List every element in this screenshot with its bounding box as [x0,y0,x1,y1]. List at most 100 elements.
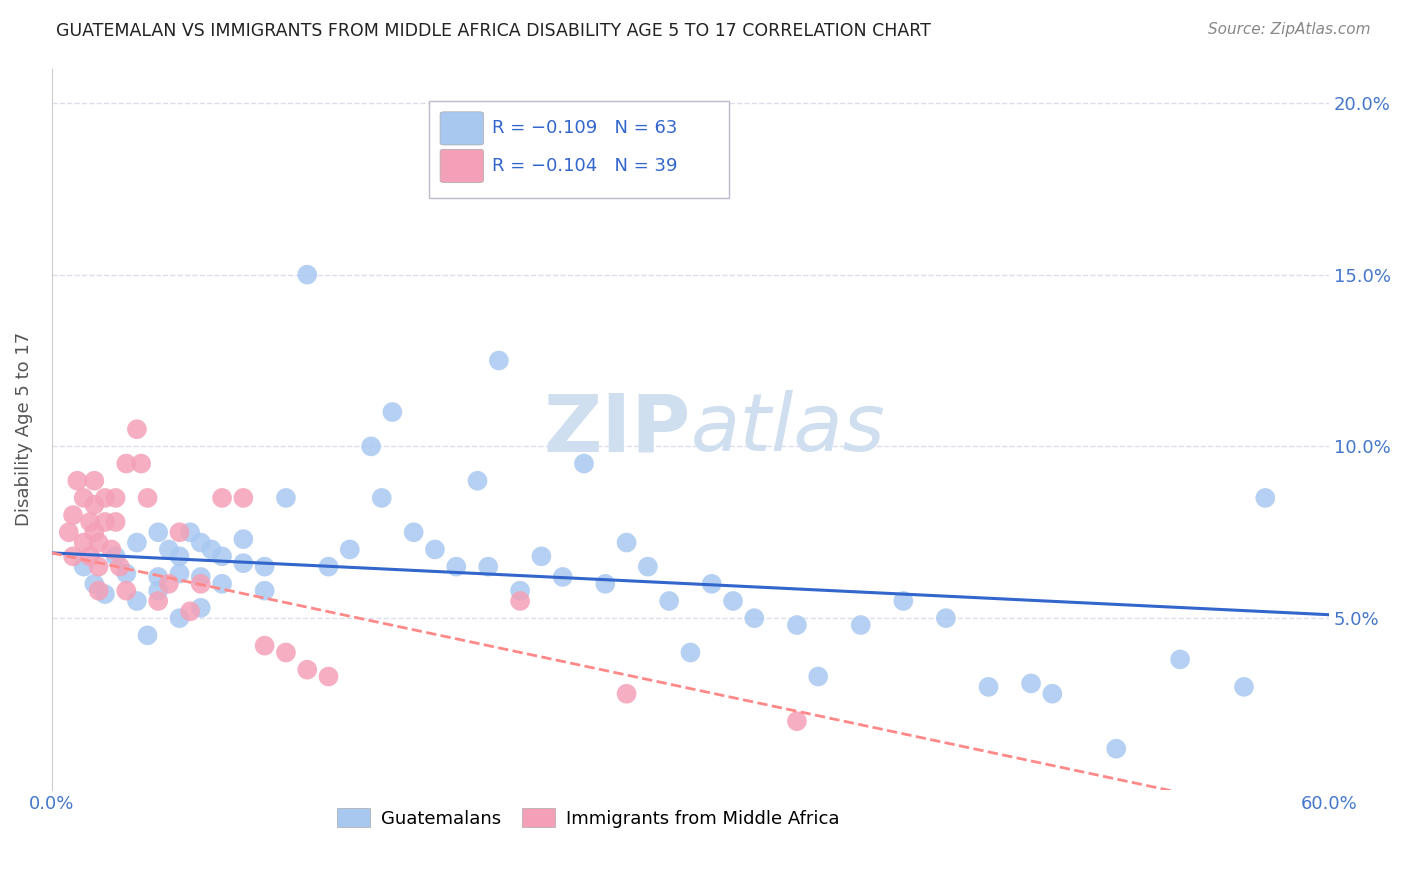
Point [721,594,744,608]
Point [66,474,89,488]
Text: R = −0.104   N = 39: R = −0.104 N = 39 [492,157,678,175]
Point [157,576,180,591]
Point [274,491,297,505]
Point [83,474,105,488]
Point [87,583,110,598]
Point [211,576,233,591]
Point [530,549,553,564]
Point [1105,741,1128,756]
Point [148,570,170,584]
Point [700,576,723,591]
Text: Source: ZipAtlas.com: Source: ZipAtlas.com [1208,22,1371,37]
Text: atlas: atlas [690,390,886,468]
Point [79,549,101,564]
Point [253,559,276,574]
Point [211,491,233,505]
FancyBboxPatch shape [440,112,484,145]
Point [200,542,222,557]
Point [62,508,84,522]
Point [94,587,117,601]
Point [211,549,233,564]
Point [73,535,96,549]
Point [190,570,212,584]
Point [977,680,1000,694]
Point [1040,687,1063,701]
Point [1019,676,1042,690]
Point [87,559,110,574]
Point [115,583,138,598]
Point [371,491,394,505]
Point [786,714,808,729]
Point [253,639,276,653]
Point [94,515,117,529]
Point [125,535,148,549]
Point [891,594,914,608]
Point [1233,680,1256,694]
Point [381,405,404,419]
Point [509,583,531,598]
Point [108,559,131,574]
Point [360,439,382,453]
Point [572,457,595,471]
Point [339,542,361,557]
Point [148,525,170,540]
Point [637,559,659,574]
Point [129,457,152,471]
Point [136,628,159,642]
Point [73,559,96,574]
Point [87,535,110,549]
Point [616,535,638,549]
Y-axis label: Disability Age 5 to 17: Disability Age 5 to 17 [15,332,32,526]
Point [79,515,101,529]
Point [104,491,127,505]
Point [253,583,276,598]
Point [509,594,531,608]
Point [104,515,127,529]
Legend: Guatemalans, Immigrants from Middle Africa: Guatemalans, Immigrants from Middle Afri… [330,801,846,835]
Point [232,556,254,570]
Point [318,669,340,683]
Point [125,422,148,436]
Point [148,594,170,608]
Text: GUATEMALAN VS IMMIGRANTS FROM MIDDLE AFRICA DISABILITY AGE 5 TO 17 CORRELATION C: GUATEMALAN VS IMMIGRANTS FROM MIDDLE AFR… [56,22,931,40]
Point [115,566,138,581]
Point [100,542,122,557]
Point [232,532,254,546]
Point [446,559,468,574]
Text: ZIP: ZIP [543,390,690,468]
Point [169,611,191,625]
Point [551,570,574,584]
Point [169,525,191,540]
Point [477,559,499,574]
Point [83,576,105,591]
Point [274,646,297,660]
Point [169,566,191,581]
Point [616,687,638,701]
Point [1254,491,1277,505]
Point [62,549,84,564]
Point [849,618,872,632]
Point [297,268,319,282]
Point [658,594,681,608]
Point [467,474,489,488]
Point [190,535,212,549]
Point [1168,652,1191,666]
Point [148,583,170,598]
Point [595,576,617,591]
Point [94,491,117,505]
Point [935,611,957,625]
Text: R = −0.109   N = 63: R = −0.109 N = 63 [492,120,678,137]
Point [190,600,212,615]
Point [179,525,201,540]
Point [318,559,340,574]
Point [807,669,830,683]
Point [157,542,180,557]
FancyBboxPatch shape [440,149,484,183]
Point [297,663,319,677]
Point [83,498,105,512]
Point [402,525,425,540]
Point [115,457,138,471]
Point [488,353,510,368]
Point [232,491,254,505]
Point [83,525,105,540]
